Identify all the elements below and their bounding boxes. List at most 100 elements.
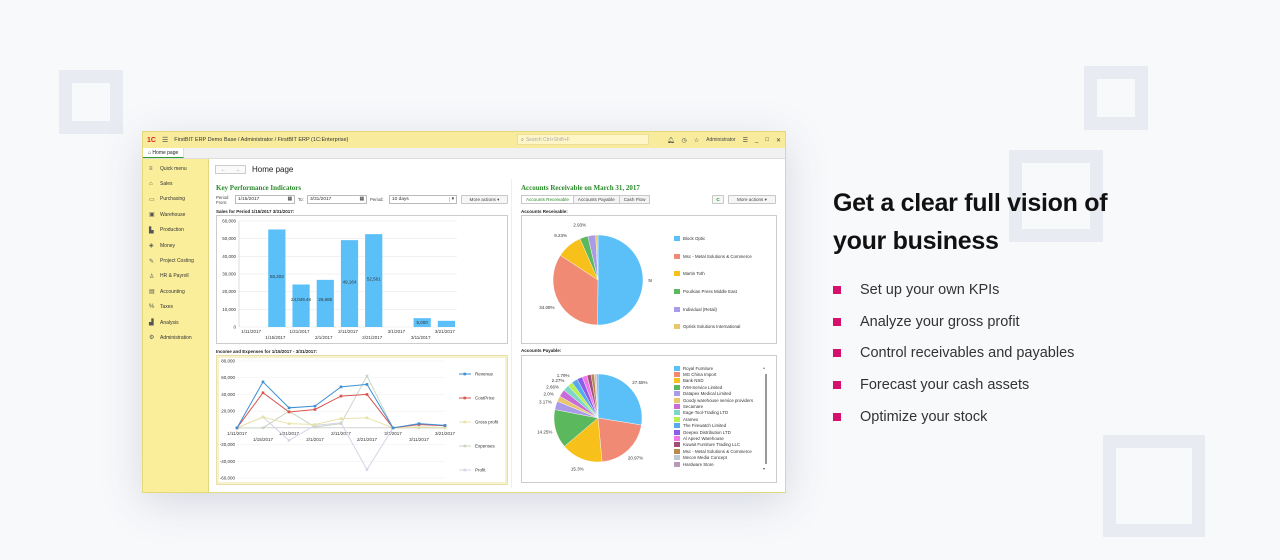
period-from-field[interactable]: 1/15/2017 ▦: [235, 195, 295, 204]
sidebar-item-hr-payroll[interactable]: ♙ HR & Payroll: [143, 269, 208, 284]
sidebar-item-taxes[interactable]: % Taxes: [143, 300, 208, 315]
history-icon[interactable]: ◷: [681, 137, 687, 144]
svg-text:CostPrice: CostPrice: [475, 396, 495, 401]
legend-item: Oprisk Solutions International: [674, 318, 752, 336]
settings-menu-icon[interactable]: ☰: [742, 137, 748, 144]
legend-item: Block Optic: [674, 230, 752, 248]
user-name[interactable]: Administrator: [706, 137, 736, 143]
svg-text:2/11/2017: 2/11/2017: [331, 431, 351, 436]
calendar-icon[interactable]: ▦: [359, 197, 364, 202]
bullet-icon: [833, 286, 841, 294]
bullet-icon: [833, 381, 841, 390]
svg-text:Profit: Profit: [475, 468, 486, 473]
svg-text:30,000: 30,000: [222, 272, 236, 277]
search-input[interactable]: ⌕ Search Ctrl+Shift+F: [517, 134, 649, 145]
svg-text:15.3%: 15.3%: [571, 466, 584, 471]
sidebar-item-project-costing[interactable]: ✎ Project Costing: [143, 253, 208, 268]
ar-tab-cash-flow[interactable]: Cash Flow: [618, 195, 651, 204]
legend-item: Msc - Metal Solutions & Commerce: [674, 248, 752, 266]
svg-text:1/11/2017: 1/11/2017: [241, 329, 261, 334]
sidebar-item-accounting[interactable]: ▤ Accounting: [143, 284, 208, 299]
legend-swatch: [674, 423, 680, 429]
sidebar-item-quick-menu[interactable]: ≡ Quick menu: [143, 161, 208, 176]
svg-text:40,000: 40,000: [222, 254, 236, 259]
refresh-button[interactable]: C: [712, 195, 724, 204]
minimize-icon[interactable]: _: [755, 137, 759, 143]
star-icon[interactable]: ☆: [693, 137, 700, 144]
legend-item: Datapex Medical Limited: [674, 391, 753, 397]
bullet-icon: [833, 349, 841, 358]
ar-tab-accounts-payable[interactable]: Accounts Payable: [572, 195, 620, 204]
legend-item: Aramex: [674, 416, 753, 422]
svg-text:3/1/2017: 3/1/2017: [388, 329, 406, 334]
svg-text:3/11/2017: 3/11/2017: [409, 437, 429, 442]
svg-text:9.23%: 9.23%: [554, 233, 567, 238]
income-chart-title: Income and Expenses for 1/15/2017 - 3/31…: [216, 349, 318, 354]
sidebar-item-sales[interactable]: ⌂ Sales: [143, 176, 208, 191]
svg-text:20.97%: 20.97%: [628, 456, 643, 461]
bell-icon[interactable]: 🔔︎: [666, 137, 675, 144]
tab-home-page[interactable]: ⌂ Home page: [143, 148, 185, 158]
legend-swatch: [674, 461, 680, 467]
sidebar-item-label: Purchasing: [160, 196, 186, 203]
legend-swatch: [674, 429, 680, 435]
scroll-down-icon[interactable]: ▾: [763, 466, 766, 471]
sidebar-icon: %: [149, 304, 155, 311]
svg-text:2/1/2017: 2/1/2017: [315, 335, 333, 340]
svg-text:3/1/2017: 3/1/2017: [384, 431, 402, 436]
legend-swatch: [674, 324, 680, 330]
ar-more-actions-button[interactable]: More actions ▾: [728, 195, 776, 204]
svg-text:2.66%: 2.66%: [546, 384, 559, 389]
payable-pie-chart: 27.55% 20.97% 15.3% 14.25% 3.17% 2.0% 2.66% 2.2…: [521, 355, 777, 483]
svg-text:52,561: 52,561: [367, 277, 381, 282]
forward-button[interactable]: →: [235, 166, 241, 173]
period-select[interactable]: 10 days ▾: [389, 195, 457, 204]
page-title: Home page: [252, 165, 294, 174]
sidebar-icon: ▭: [149, 196, 155, 203]
sidebar-item-warehouse[interactable]: ▣ Warehouse: [143, 207, 208, 222]
main-content: ← → Home page Key Performance Indicators …: [210, 159, 785, 492]
calendar-icon[interactable]: ▦: [287, 197, 292, 202]
legend-swatch: [674, 372, 680, 378]
sidebar-icon: ✎: [149, 258, 155, 265]
legend-item: IVM-Service Limited: [674, 384, 753, 390]
sidebar-item-purchasing[interactable]: ▭ Purchasing: [143, 192, 208, 207]
sidebar-item-analysis[interactable]: ▟ Analysis: [143, 315, 208, 330]
menu-icon[interactable]: ☰: [161, 137, 169, 144]
legend-swatch: [674, 289, 680, 295]
sidebar-icon: ♙: [149, 273, 155, 280]
search-icon: ⌕: [521, 136, 524, 143]
svg-text:24,049.48: 24,049.48: [291, 297, 312, 302]
sidebar-item-administration[interactable]: ⚙ Administration: [143, 330, 208, 345]
svg-text:27.55%: 27.55%: [632, 380, 647, 385]
svg-text:2/21/2017: 2/21/2017: [357, 437, 378, 442]
sidebar-icon: ▤: [149, 289, 155, 296]
svg-text:80,000: 80,000: [221, 359, 235, 364]
scroll-up-icon[interactable]: ▴: [763, 365, 766, 370]
sidebar-item-money[interactable]: ◈ Money: [143, 238, 208, 253]
legend-item: Goody warehouse service providers: [674, 397, 753, 403]
svg-text:26,685: 26,685: [318, 297, 332, 302]
legend-scrollbar[interactable]: [765, 374, 767, 464]
kpi-more-actions-button[interactable]: More actions ▾: [461, 195, 508, 204]
period-to-field[interactable]: 3/31/2017 ▦: [307, 195, 367, 204]
svg-text:40,000: 40,000: [221, 392, 235, 397]
legend-swatch: [674, 253, 680, 259]
svg-text:2/11/2017: 2/11/2017: [338, 329, 358, 334]
legend-swatch: [674, 435, 680, 441]
sidebar-icon: ▙: [149, 227, 154, 234]
legend-swatch: [674, 416, 680, 422]
sidebar-item-label: HR & Payroll: [160, 273, 189, 280]
close-icon[interactable]: ✕: [775, 137, 781, 144]
sidebar-item-production[interactable]: ▙ Production: [143, 223, 208, 238]
ar-tab-accounts-receivable[interactable]: Accounts Receivable: [521, 195, 574, 204]
sidebar-icon: ◈: [149, 243, 154, 250]
sidebar-item-label: Quick menu: [160, 165, 187, 172]
sidebar-item-label: Accounting: [160, 288, 185, 295]
period-label: Period:: [370, 197, 384, 202]
legend-item: Royal Furniture: [674, 365, 753, 371]
maximize-icon[interactable]: □: [765, 137, 769, 143]
legend-item: Pourkian Press Middle East: [674, 283, 752, 301]
back-button[interactable]: ←: [220, 166, 226, 173]
svg-text:Gross profit: Gross profit: [475, 420, 499, 425]
